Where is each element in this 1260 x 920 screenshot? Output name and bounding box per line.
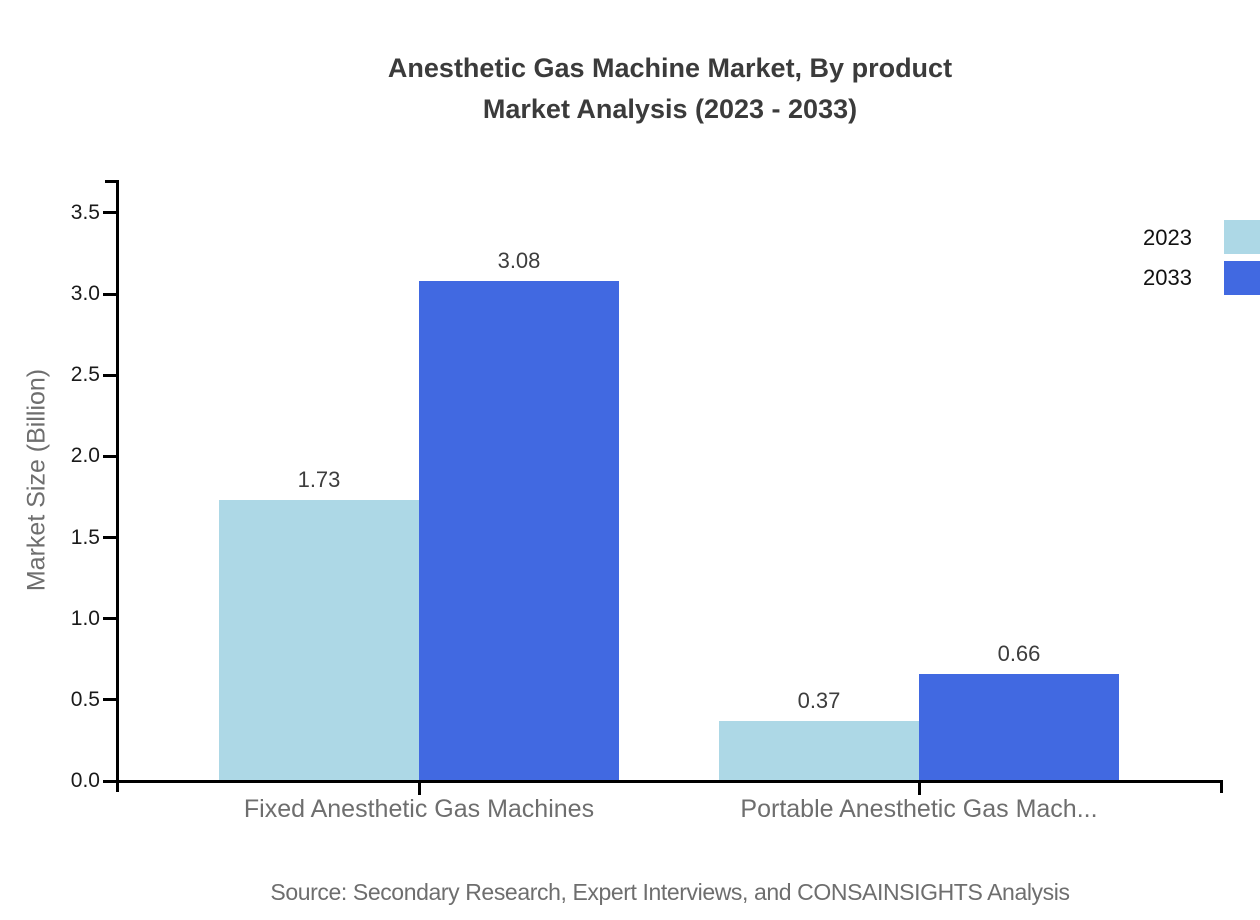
y-tick-label: 1.0 (70, 606, 100, 630)
y-tick-label: 3.0 (70, 282, 100, 306)
y-axis-title: Market Size (Billion) (22, 368, 51, 592)
y-tick-label: 3.5 (70, 200, 100, 224)
chart-title-line2: Market Analysis (2023 - 2033) (482, 94, 858, 124)
legend-swatch-2033 (1224, 261, 1260, 295)
bar-2033-category-0 (419, 281, 619, 781)
y-tick-label: 0.5 (70, 687, 100, 711)
x-category-label: Portable Anesthetic Gas Mach... (740, 795, 1098, 823)
y-tick-mark (103, 698, 116, 702)
y-tick-mark (103, 536, 116, 540)
x-tick-mark (417, 783, 421, 795)
legend-label-2033: 2033 (1143, 265, 1192, 290)
y-tick-mark (103, 373, 116, 377)
legend-label-2023: 2023 (1143, 225, 1192, 250)
y-tick-mark (103, 454, 116, 458)
bar-value-label: 0.37 (797, 687, 841, 713)
chart-title: Anesthetic Gas Machine Market, By produc… (80, 48, 1260, 130)
x-category-label: Fixed Anesthetic Gas Machines (243, 795, 595, 823)
y-tick-label: 2.5 (70, 363, 100, 387)
y-tick-mark (103, 779, 116, 783)
x-axis-end-cap (1220, 780, 1223, 793)
y-axis-line (116, 180, 119, 792)
legend-swatch-2023 (1224, 220, 1260, 254)
bar-value-label: 3.08 (497, 248, 541, 274)
source-text: Source: Secondary Research, Expert Inter… (270, 879, 1070, 905)
y-tick-label: 1.5 (70, 525, 100, 549)
y-tick-label: 2.0 (70, 444, 100, 468)
bar-value-label: 1.73 (297, 467, 341, 493)
bar-2033-category-1 (919, 673, 1119, 781)
x-axis-line (104, 780, 1223, 783)
y-tick-mark (103, 617, 116, 621)
bar-2023-category-0 (219, 500, 419, 781)
y-tick-mark (103, 211, 116, 215)
y-tick-label: 0.0 (70, 769, 100, 792)
x-tick-mark (917, 783, 921, 795)
bar-value-label: 0.66 (997, 640, 1041, 666)
chart-title-line1: Anesthetic Gas Machine Market, By produc… (387, 53, 953, 83)
bar-2023-category-1 (719, 720, 919, 781)
y-tick-mark (103, 292, 116, 296)
y-axis-end-cap (105, 180, 117, 183)
